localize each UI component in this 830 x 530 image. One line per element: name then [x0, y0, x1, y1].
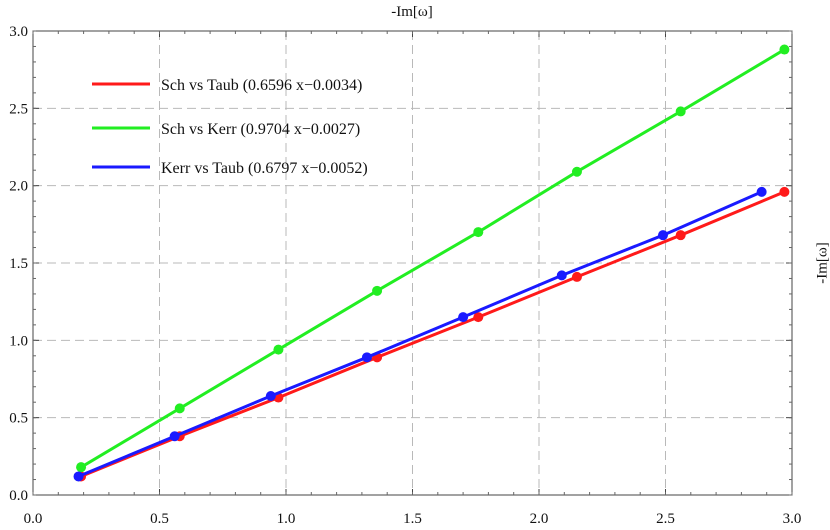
y-tick-label: 2.5	[9, 101, 28, 117]
data-point	[571, 166, 582, 177]
data-point	[458, 312, 469, 323]
x-tick-label: 2.0	[530, 511, 549, 527]
data-point	[169, 431, 180, 442]
series-group	[76, 186, 790, 482]
data-point	[556, 270, 567, 281]
x-tick-label: 0.0	[24, 511, 43, 527]
data-point	[73, 471, 84, 482]
series-group	[76, 44, 790, 473]
x-tick-label: 2.5	[656, 511, 675, 527]
x-tick-label: 1.0	[277, 511, 296, 527]
y-tick-label: 1.0	[9, 333, 28, 349]
x-tick-label: 1.5	[403, 511, 422, 527]
series-line	[80, 48, 786, 469]
data-point	[571, 271, 582, 282]
y-tick-label: 3.0	[9, 24, 28, 40]
x-axis-title: -Im[ω]	[391, 4, 433, 20]
data-point	[779, 44, 790, 55]
data-point	[473, 312, 484, 323]
data-point	[779, 186, 790, 197]
y-axis-title: -Im[ω]	[814, 242, 830, 284]
y-tick-label: 0.0	[9, 488, 28, 504]
legend-label: Kerr vs Taub (0.6797 x−0.0052)	[161, 160, 368, 177]
data-point	[265, 391, 276, 402]
x-tick-label: 0.5	[150, 511, 169, 527]
x-tick-label: 3.0	[783, 511, 802, 527]
series-group	[73, 186, 767, 482]
series-line	[80, 190, 785, 478]
data-point	[675, 106, 686, 117]
data-point	[174, 403, 185, 414]
series-layer	[73, 44, 790, 482]
y-tick-label: 2.0	[9, 179, 28, 195]
data-point	[273, 344, 284, 355]
legend-label: Sch vs Taub (0.6596 x−0.0034)	[161, 77, 362, 94]
data-point	[361, 352, 372, 363]
y-tick-label: 0.5	[9, 411, 28, 427]
y-tick-label: 1.5	[9, 256, 28, 272]
data-point	[76, 462, 87, 473]
data-point	[756, 186, 767, 197]
legend: Sch vs Taub (0.6596 x−0.0034) Sch vs Kerr…	[92, 77, 368, 177]
tick-layer: 0.0 0.5 1.0 1.5 2.0 2.5 3.0 0.0 0.5 1.0 1.5 2.0 2.5 3…	[9, 24, 801, 527]
grid-layer	[33, 31, 792, 495]
data-point	[473, 227, 484, 238]
data-point	[675, 230, 686, 241]
data-point	[657, 230, 668, 241]
series-line	[77, 190, 763, 478]
data-point	[372, 285, 383, 296]
legend-label: Sch vs Kerr (0.9704 x−0.0027)	[161, 121, 360, 138]
